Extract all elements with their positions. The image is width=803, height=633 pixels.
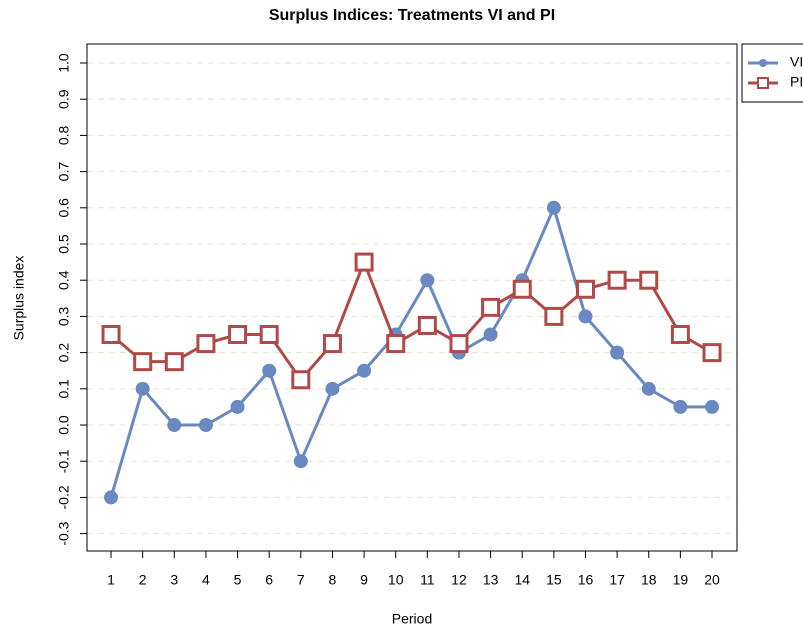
marker (293, 454, 308, 469)
marker (641, 381, 656, 396)
x-tick-label: 14 (514, 572, 530, 588)
plot-frame (86, 43, 738, 552)
x-tick-label: 20 (704, 572, 720, 588)
y-tick-label: 0.9 (56, 89, 72, 109)
marker (104, 490, 119, 505)
x-tick-label: 17 (609, 572, 625, 588)
marker (702, 343, 722, 363)
x-tick-label: 3 (170, 572, 178, 588)
marker (386, 334, 406, 354)
x-tick-label: 9 (360, 572, 368, 588)
marker (357, 363, 372, 378)
y-tick-label: 0.2 (56, 343, 72, 363)
x-tick-label: 6 (265, 572, 273, 588)
legend: VI PI (741, 43, 803, 103)
x-tick-label: 4 (202, 572, 210, 588)
marker (420, 273, 435, 288)
x-tick-label: 8 (329, 572, 337, 588)
y-tick-label: 0.3 (56, 306, 72, 326)
y-axis-label: Surplus index (11, 256, 27, 341)
marker (578, 309, 593, 324)
marker (417, 315, 437, 335)
marker (670, 325, 690, 345)
marker (546, 200, 561, 215)
y-tick-label: 0.5 (56, 234, 72, 254)
y-tick-label: 0.4 (56, 270, 72, 290)
marker (354, 252, 374, 272)
y-tick-label: 0.1 (56, 379, 72, 399)
marker (133, 352, 153, 372)
y-tick-label: 0.7 (56, 162, 72, 182)
marker (259, 325, 279, 345)
marker (575, 279, 595, 299)
legend-frame (741, 43, 803, 103)
y-tick-label: -0.1 (56, 449, 72, 473)
marker (481, 297, 501, 317)
legend-label: PI (790, 74, 803, 90)
y-tick-label: 1.0 (56, 53, 72, 73)
x-tick-label: 2 (139, 572, 147, 588)
marker (167, 418, 182, 433)
marker (607, 270, 627, 290)
x-tick-label: 15 (546, 572, 562, 588)
y-tick-label: 0.0 (56, 415, 72, 435)
x-tick-label: 19 (673, 572, 689, 588)
marker (610, 345, 625, 360)
y-tick-label: -0.2 (56, 485, 72, 509)
x-tick-label: 16 (578, 572, 594, 588)
marker (262, 363, 277, 378)
marker (101, 325, 121, 345)
x-tick-label: 13 (483, 572, 499, 588)
marker (135, 381, 150, 396)
y-tick-label: -0.3 (56, 521, 72, 545)
marker (705, 399, 720, 414)
legend-label: VI (790, 54, 803, 70)
legend-marker (757, 77, 769, 89)
marker (483, 327, 498, 342)
x-tick-label: 18 (641, 572, 657, 588)
marker (196, 334, 216, 354)
y-tick-label: 0.8 (56, 125, 72, 145)
x-axis-label: Period (392, 611, 432, 627)
marker (164, 352, 184, 372)
x-tick-label: 1 (107, 572, 115, 588)
marker (639, 270, 659, 290)
x-tick-label: 7 (297, 572, 305, 588)
x-tick-label: 10 (388, 572, 404, 588)
marker (544, 306, 564, 326)
marker (228, 325, 248, 345)
marker (325, 381, 340, 396)
marker (198, 418, 213, 433)
x-tick-label: 11 (420, 572, 435, 588)
x-tick-label: 12 (451, 572, 467, 588)
marker (322, 334, 342, 354)
marker (230, 399, 245, 414)
legend-marker (759, 59, 767, 67)
chart-title: Surplus Indices: Treatments VI and PI (269, 7, 555, 24)
marker (449, 334, 469, 354)
y-tick-label: 0.6 (56, 198, 72, 218)
marker (512, 279, 532, 299)
x-tick-label: 5 (234, 572, 242, 588)
marker (291, 370, 311, 390)
marker (673, 399, 688, 414)
